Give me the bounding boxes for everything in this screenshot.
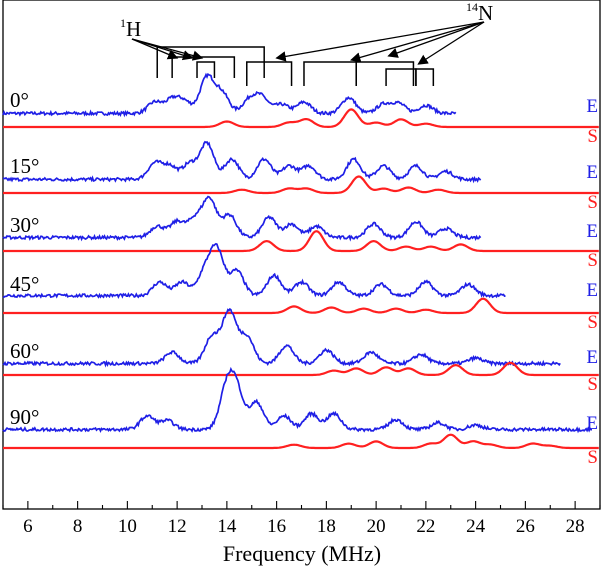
- simulated-trace: [3, 108, 599, 129]
- spectrum-1: 15° ES: [3, 140, 599, 213]
- simulated-trace: [3, 297, 599, 315]
- n14-arrow: [417, 21, 485, 65]
- h1-arrow: [131, 38, 204, 61]
- angle-label: 45°: [10, 272, 39, 296]
- annotation-group: 1H 14N: [120, 0, 493, 86]
- x-axis: 6 8 10 12 14 16 18 20 22 24 26 28: [2, 501, 601, 537]
- n14-splitting-bracket: [246, 61, 293, 86]
- n14-splitting-bracket: [385, 68, 417, 86]
- spectrum-4: 60° ES: [2, 307, 599, 395]
- x-tick-label: 22: [416, 516, 435, 537]
- spectrum-0: 0° ES: [2, 72, 599, 147]
- h1-arrow: [131, 38, 179, 60]
- experimental-trace: [2, 242, 506, 300]
- x-tick-label: 24: [466, 516, 486, 537]
- experimental-tag: E: [586, 347, 598, 368]
- experimental-tag: E: [586, 96, 598, 117]
- x-tick-label: 10: [118, 516, 137, 537]
- h1-splitting-bracket: [171, 56, 236, 78]
- simulated-tag: S: [587, 126, 598, 147]
- experimental-tag: E: [586, 413, 598, 434]
- x-tick-label: 12: [168, 516, 187, 537]
- simulated-trace: [3, 175, 599, 195]
- simulated-tag: S: [587, 447, 598, 468]
- spectrum-5: 90° ES: [2, 366, 599, 468]
- x-axis-label: Frequency (MHz): [223, 541, 381, 566]
- simulated-trace: [3, 230, 599, 253]
- x-tick-label: 20: [367, 516, 386, 537]
- x-tick-label: 16: [267, 516, 286, 537]
- angle-label: 0°: [10, 88, 29, 112]
- n14-splitting-bracket: [355, 61, 415, 86]
- n14-splitting-bracket: [303, 61, 357, 86]
- n14-arrow: [350, 21, 485, 63]
- simulated-tag: S: [587, 192, 598, 213]
- experimental-trace: [3, 140, 482, 184]
- spectrum-3: 45° ES: [2, 242, 599, 333]
- x-tick-label: 14: [217, 516, 237, 537]
- angle-label: 60°: [10, 339, 39, 363]
- experimental-trace: [2, 72, 457, 118]
- experimental-tag: E: [586, 162, 598, 183]
- experimental-tag: E: [586, 221, 598, 242]
- simulated-trace: [3, 361, 599, 377]
- simulated-tag: S: [587, 250, 598, 271]
- x-tick-label: 18: [317, 516, 336, 537]
- angle-label: 30°: [10, 213, 39, 237]
- experimental-trace: [2, 366, 592, 434]
- x-tick-label: 8: [73, 516, 83, 537]
- experimental-trace: [2, 307, 561, 368]
- simulated-tag: S: [587, 374, 598, 395]
- simulated-tag: S: [587, 312, 598, 333]
- x-tick-label: 28: [566, 516, 585, 537]
- experimental-tag: E: [586, 280, 598, 301]
- x-tick-label: 6: [23, 516, 33, 537]
- plot-frame: [2, 0, 601, 510]
- n14-label: 14N: [466, 0, 493, 25]
- n14-arrow: [387, 21, 485, 58]
- n14-splitting-bracket: [415, 68, 435, 86]
- x-tick-label: 26: [516, 516, 535, 537]
- angle-label: 90°: [10, 405, 39, 429]
- h1-splitting-bracket: [196, 61, 216, 78]
- h1-label: 1H: [120, 16, 141, 41]
- angle-label: 15°: [10, 154, 39, 178]
- n14-arrow: [275, 21, 485, 62]
- simulated-trace: [3, 433, 599, 450]
- experimental-trace: [2, 195, 482, 242]
- spectrum-2: 30° ES: [2, 195, 599, 271]
